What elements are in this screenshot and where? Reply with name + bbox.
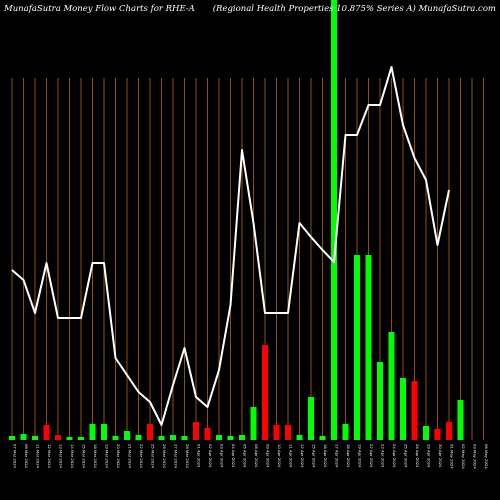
date-label: 28 Mar 2024 bbox=[185, 444, 190, 469]
money-flow-bar bbox=[20, 434, 27, 440]
money-flow-bar bbox=[239, 435, 245, 440]
date-label: 19 Apr 2024 bbox=[358, 444, 363, 468]
money-flow-bar bbox=[457, 400, 464, 440]
money-flow-bar bbox=[78, 437, 84, 440]
money-flow-bar bbox=[112, 436, 119, 440]
money-flow-bar bbox=[262, 345, 268, 440]
date-label: 08 Apr 2024 bbox=[254, 444, 259, 468]
date-label: 11 Apr 2024 bbox=[289, 444, 294, 468]
date-label: 23 Apr 2024 bbox=[381, 444, 386, 468]
bar-series bbox=[9, 0, 464, 440]
date-label: 15 Apr 2024 bbox=[312, 444, 317, 468]
date-label: 01 Apr 2024 bbox=[197, 444, 202, 468]
price-line-series bbox=[11, 66, 450, 426]
date-label: 18 Apr 2024 bbox=[346, 444, 351, 468]
date-label: 15 Mar 2024 bbox=[82, 444, 87, 469]
date-label: 01 May 2024 bbox=[450, 444, 455, 469]
date-label: 22 Apr 2024 bbox=[369, 444, 374, 468]
date-labels: 07 Mar 2024 08 Mar 2024 11 Mar 2024 12 Mar … bbox=[13, 444, 490, 469]
money-flow-bar bbox=[135, 435, 142, 440]
money-flow-bar bbox=[365, 255, 372, 440]
date-label: 27 Mar 2024 bbox=[174, 444, 179, 469]
money-flow-bar bbox=[124, 431, 130, 440]
date-label: 14 Mar 2024 bbox=[70, 444, 75, 469]
date-label: 16 Apr 2024 bbox=[323, 444, 328, 468]
chart-subtitle: (Regional Health Properties 10.875% Seri… bbox=[212, 4, 496, 14]
money-flow-bar bbox=[319, 436, 326, 440]
money-flow-bar bbox=[331, 0, 337, 440]
date-label: 12 Apr 2024 bbox=[300, 444, 305, 468]
money-flow-bar bbox=[181, 436, 188, 440]
date-label: 30 Apr 2024 bbox=[438, 444, 443, 468]
money-flow-bar bbox=[43, 425, 50, 440]
date-label: 10 Apr 2024 bbox=[277, 444, 282, 468]
money-flow-bar bbox=[411, 381, 418, 440]
money-flow-bar bbox=[400, 378, 406, 440]
money-flow-bar bbox=[446, 422, 452, 440]
date-label: 20 Mar 2024 bbox=[116, 444, 121, 469]
money-flow-bar bbox=[89, 424, 96, 440]
date-label: 11 Mar 2024 bbox=[36, 444, 41, 469]
date-label: 22 Mar 2024 bbox=[139, 444, 144, 469]
money-flow-bar bbox=[296, 435, 303, 440]
money-flow-bar bbox=[434, 429, 441, 440]
date-label: 02 Apr 2024 bbox=[208, 444, 213, 468]
date-label: 07 Mar 2024 bbox=[13, 444, 18, 469]
date-label: 26 Apr 2024 bbox=[415, 444, 420, 468]
money-flow-bar bbox=[388, 332, 395, 440]
money-flow-bar bbox=[377, 362, 383, 440]
money-flow-bar bbox=[170, 435, 176, 440]
date-label: 06 May 2024 bbox=[484, 444, 489, 469]
money-flow-bar bbox=[273, 425, 280, 440]
date-label: 09 Apr 2024 bbox=[266, 444, 271, 468]
money-flow-bar bbox=[55, 435, 61, 440]
date-label: 17 Apr 2024 bbox=[335, 444, 340, 468]
date-label: 03 Apr 2024 bbox=[220, 444, 225, 468]
date-label: 02 May 2024 bbox=[461, 444, 466, 469]
money-flow-bar bbox=[285, 425, 291, 440]
date-label: 24 Apr 2024 bbox=[392, 444, 397, 468]
money-flow-bar bbox=[250, 407, 257, 440]
money-flow-bar bbox=[32, 436, 38, 440]
money-flow-bar bbox=[101, 424, 107, 440]
date-label: 26 Mar 2024 bbox=[162, 444, 167, 469]
date-label: 29 Apr 2024 bbox=[427, 444, 432, 468]
date-label: 21 Mar 2024 bbox=[128, 444, 133, 469]
date-label: 04 Apr 2024 bbox=[231, 444, 236, 468]
date-label: 18 Mar 2024 bbox=[93, 444, 98, 469]
date-label: 25 Mar 2024 bbox=[151, 444, 156, 469]
money-flow-bar bbox=[66, 437, 73, 440]
date-label: 25 Apr 2024 bbox=[404, 444, 409, 468]
date-label: 03 May 2024 bbox=[473, 444, 478, 469]
date-label: 19 Mar 2024 bbox=[105, 444, 110, 469]
money-flow-bar bbox=[423, 426, 429, 440]
money-flow-bar bbox=[308, 397, 314, 440]
money-flow-bar bbox=[354, 255, 360, 440]
date-label: 08 Mar 2024 bbox=[24, 444, 29, 469]
money-flow-bar bbox=[158, 436, 165, 440]
money-flow-bar bbox=[193, 422, 199, 440]
money-flow-bar bbox=[9, 436, 15, 440]
date-label: 05 Apr 2024 bbox=[243, 444, 248, 468]
money-flow-bar bbox=[227, 436, 234, 440]
money-flow-bar bbox=[342, 424, 349, 440]
money-flow-bar bbox=[216, 435, 222, 440]
money-flow-bar bbox=[204, 428, 211, 440]
date-label: 13 Mar 2024 bbox=[59, 444, 64, 469]
chart-title: MunafaSutra Money Flow Charts for RHE-A bbox=[4, 4, 195, 14]
price-line bbox=[11, 66, 450, 426]
date-label: 12 Mar 2024 bbox=[47, 444, 52, 469]
money-flow-bar bbox=[147, 424, 153, 440]
